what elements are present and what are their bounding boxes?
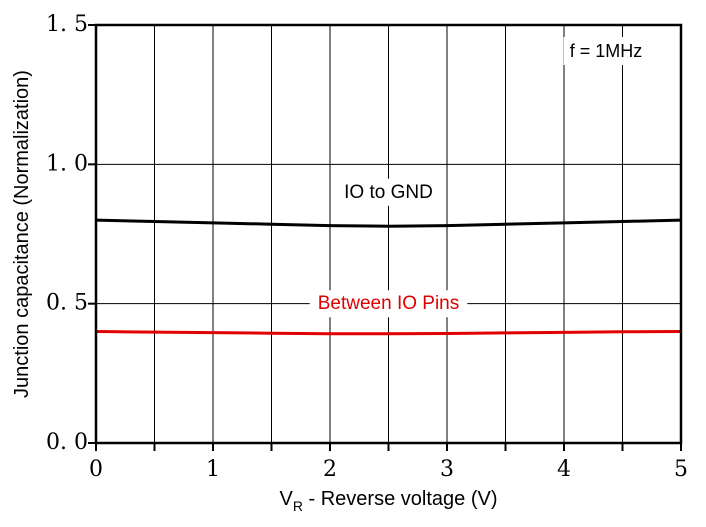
label-layer: IO to GND Between IO Pins [309,178,468,318]
frequency-annotation: f = 1MHz [570,41,643,61]
y-axis-label: Junction capacitance (Normalization) [11,70,33,398]
y-tick-label: 1. 5 [46,12,88,37]
annotation-background [563,37,649,65]
series-layer [95,218,682,336]
series-label-background [309,290,468,318]
x-tick-label: 0 [89,457,103,482]
x-tick-label: 2 [323,457,337,482]
x-tick-label: 5 [674,457,688,482]
x-axis-label-rest: - Reverse voltage (V) [303,488,498,510]
x-tick-label: 3 [440,457,454,482]
y-tick-label: 1. 0 [46,151,88,176]
series-label: IO to GND [344,182,433,203]
y-tick-label: 0. 5 [46,291,88,316]
series-line [95,218,682,228]
series-label-background [336,178,441,206]
x-tick-label: 1 [206,457,220,482]
tick-layer: 0 1 2 3 4 5 0. 0 0. 5 1. 0 1. 5 [46,12,688,482]
x-axis-label-subscript: R [293,498,303,514]
x-axis-label: VR - Reverse voltage (V) [280,488,498,514]
y-tick-label: 0. 0 [46,430,88,455]
series-label: Between IO Pins [318,293,460,314]
x-tick-label: 4 [557,457,571,482]
grid-layer [96,25,681,443]
x-axis-label-main: V [280,488,294,510]
series-line [95,330,682,336]
